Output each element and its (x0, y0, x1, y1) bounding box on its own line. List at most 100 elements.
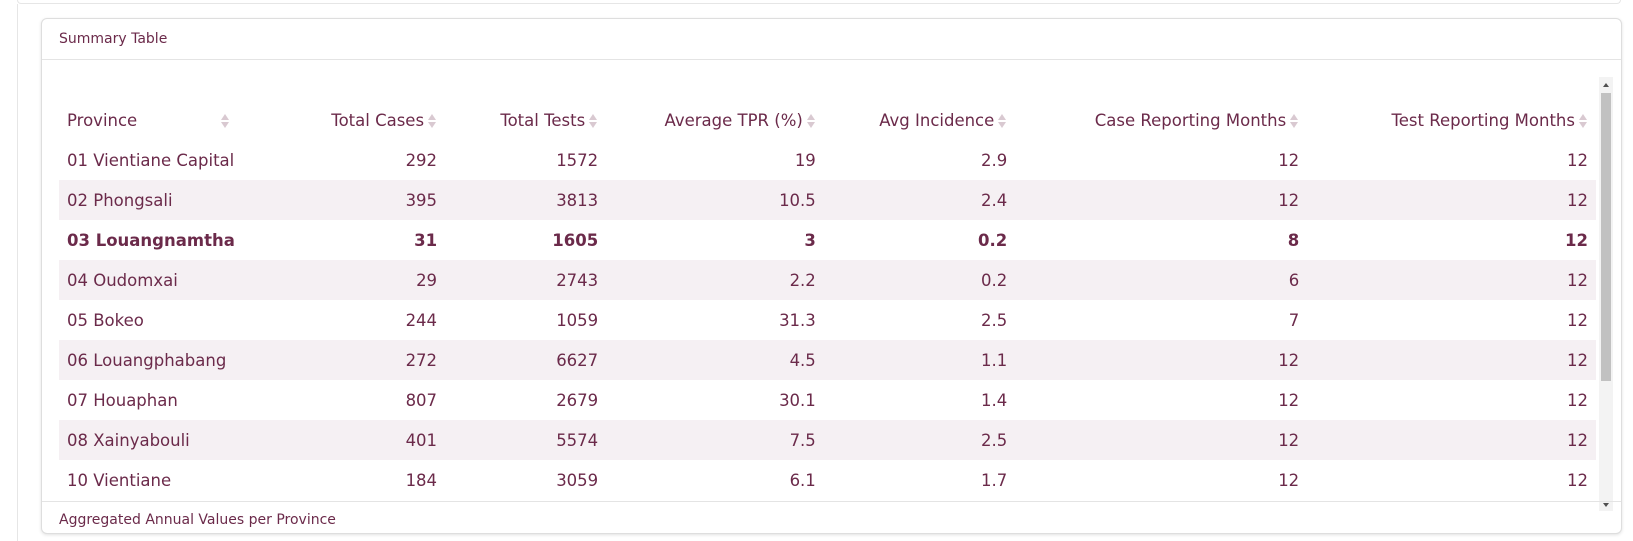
table-row[interactable]: 01 Vientiane Capital 292 1572 19 2.9 12 12 (59, 140, 1596, 180)
table-scroll-area[interactable]: Province Total Cases Total Tests Average… (59, 60, 1604, 500)
cell-total-cases: 292 (405, 150, 438, 170)
column-header-case-reporting-months[interactable]: Case Reporting Months (1015, 60, 1307, 140)
column-header-label: Avg Incidence (879, 111, 995, 130)
table-header-row: Province Total Cases Total Tests Average… (59, 60, 1596, 140)
cell-case-reporting-months: 7 (1288, 310, 1300, 330)
cell-total-tests: 5574 (556, 430, 599, 450)
cell-case-reporting-months: 12 (1278, 150, 1300, 170)
column-header-label: Test Reporting Months (1391, 111, 1575, 130)
cell-average-tpr: 30.1 (779, 390, 816, 410)
cell-total-tests: 2679 (556, 390, 599, 410)
column-header-label: Total Cases (331, 111, 425, 130)
cell-average-tpr: 6.1 (789, 470, 816, 490)
container-left-border (17, 4, 18, 541)
scroll-up-arrow-icon[interactable] (1599, 77, 1613, 91)
cell-avg-incidence: 2.5 (981, 310, 1008, 330)
cell-total-tests: 1605 (552, 230, 599, 250)
cell-avg-incidence: 2.9 (981, 150, 1008, 170)
cell-province: 01 Vientiane Capital (67, 150, 235, 170)
cell-province: 04 Oudomxai (67, 270, 178, 290)
cell-total-tests: 3059 (556, 470, 599, 490)
sort-icon[interactable] (220, 113, 230, 129)
cell-total-tests: 2743 (556, 270, 599, 290)
vertical-scrollbar[interactable] (1599, 77, 1613, 511)
cell-average-tpr: 10.5 (779, 190, 816, 210)
table-row[interactable]: 07 Houaphan 807 2679 30.1 1.4 12 12 (59, 380, 1596, 420)
cell-province: 10 Vientiane (67, 470, 172, 490)
cell-total-tests: 6627 (556, 350, 599, 370)
cell-province: 02 Phongsali (67, 190, 173, 210)
scroll-down-arrow-icon[interactable] (1599, 497, 1613, 511)
column-header-total-tests[interactable]: Total Tests (445, 60, 606, 140)
cell-avg-incidence: 2.5 (981, 430, 1008, 450)
column-header-province[interactable]: Province (59, 60, 283, 140)
scrollbar-thumb[interactable] (1601, 93, 1611, 381)
cell-total-cases: 29 (416, 270, 438, 290)
cell-province: 08 Xainyabouli (67, 430, 190, 450)
cell-total-cases: 807 (405, 390, 438, 410)
cell-test-reporting-months: 12 (1565, 230, 1588, 250)
cell-test-reporting-months: 12 (1567, 470, 1588, 490)
table-row[interactable]: 02 Phongsali 395 3813 10.5 2.4 12 12 (59, 180, 1596, 220)
cell-province: 06 Louangphabang (67, 350, 227, 370)
cell-case-reporting-months: 6 (1288, 270, 1300, 290)
column-header-total-cases[interactable]: Total Cases (283, 60, 445, 140)
cell-test-reporting-months: 12 (1567, 350, 1588, 370)
column-header-test-reporting-months[interactable]: Test Reporting Months (1307, 60, 1596, 140)
cell-total-tests: 1059 (556, 310, 599, 330)
cell-total-cases: 184 (405, 470, 438, 490)
cell-avg-incidence: 1.1 (981, 350, 1008, 370)
sort-icon[interactable] (1289, 113, 1299, 129)
column-header-average-tpr[interactable]: Average TPR (%) (606, 60, 824, 140)
cell-average-tpr: 31.3 (779, 310, 816, 330)
table-row[interactable]: 03 Louangnamtha 31 1605 3 0.2 8 12 (59, 220, 1596, 260)
cell-province: 03 Louangnamtha (67, 230, 235, 250)
cell-avg-incidence: 2.4 (981, 190, 1008, 210)
table-row[interactable]: 10 Vientiane 184 3059 6.1 1.7 12 12 (59, 460, 1596, 500)
card-title: Summary Table (59, 31, 168, 47)
table-row[interactable]: 08 Xainyabouli 401 5574 7.5 2.5 12 12 (59, 420, 1596, 460)
cell-case-reporting-months: 12 (1278, 470, 1300, 490)
table-body: 01 Vientiane Capital 292 1572 19 2.9 12 12 02 P… (59, 140, 1596, 500)
cell-test-reporting-months: 12 (1567, 270, 1588, 290)
column-header-label: Province (67, 111, 138, 130)
sort-icon[interactable] (997, 113, 1007, 129)
summary-table-card: Summary Table Province (41, 18, 1622, 534)
cell-case-reporting-months: 12 (1278, 390, 1300, 410)
cell-avg-incidence: 1.4 (981, 390, 1008, 410)
column-header-label: Average TPR (%) (664, 111, 803, 130)
cell-avg-incidence: 0.2 (978, 230, 1008, 250)
previous-card-edge (17, 0, 1621, 4)
cell-test-reporting-months: 12 (1567, 150, 1588, 170)
column-header-label: Total Tests (500, 111, 586, 130)
card-footer: Aggregated Annual Values per Province (42, 501, 1621, 533)
cell-case-reporting-months: 12 (1278, 350, 1300, 370)
sort-icon[interactable] (588, 113, 598, 129)
cell-total-cases: 272 (405, 350, 438, 370)
cell-total-tests: 3813 (556, 190, 599, 210)
cell-total-cases: 401 (405, 430, 438, 450)
cell-province: 05 Bokeo (67, 310, 144, 330)
cell-test-reporting-months: 12 (1567, 430, 1588, 450)
cell-case-reporting-months: 12 (1278, 190, 1300, 210)
column-header-label: Case Reporting Months (1094, 111, 1287, 130)
cell-avg-incidence: 1.7 (981, 470, 1008, 490)
cell-total-cases: 244 (405, 310, 438, 330)
sort-icon[interactable] (427, 113, 437, 129)
sort-icon[interactable] (806, 113, 816, 129)
sort-icon[interactable] (1578, 113, 1588, 129)
table-row[interactable]: 05 Bokeo 244 1059 31.3 2.5 7 12 (59, 300, 1596, 340)
cell-average-tpr: 7.5 (789, 430, 816, 450)
summary-table: Province Total Cases Total Tests Average… (59, 60, 1596, 500)
table-row[interactable]: 06 Louangphabang 272 6627 4.5 1.1 12 12 (59, 340, 1596, 380)
footer-caption: Aggregated Annual Values per Province (59, 512, 336, 528)
table-row[interactable]: 04 Oudomxai 29 2743 2.2 0.2 6 12 (59, 260, 1596, 300)
cell-case-reporting-months: 12 (1278, 430, 1300, 450)
column-header-avg-incidence[interactable]: Avg Incidence (824, 60, 1015, 140)
cell-test-reporting-months: 12 (1567, 190, 1588, 210)
cell-average-tpr: 4.5 (789, 350, 816, 370)
cell-test-reporting-months: 12 (1567, 310, 1588, 330)
cell-total-tests: 1572 (556, 150, 599, 170)
cell-avg-incidence: 0.2 (981, 270, 1008, 290)
